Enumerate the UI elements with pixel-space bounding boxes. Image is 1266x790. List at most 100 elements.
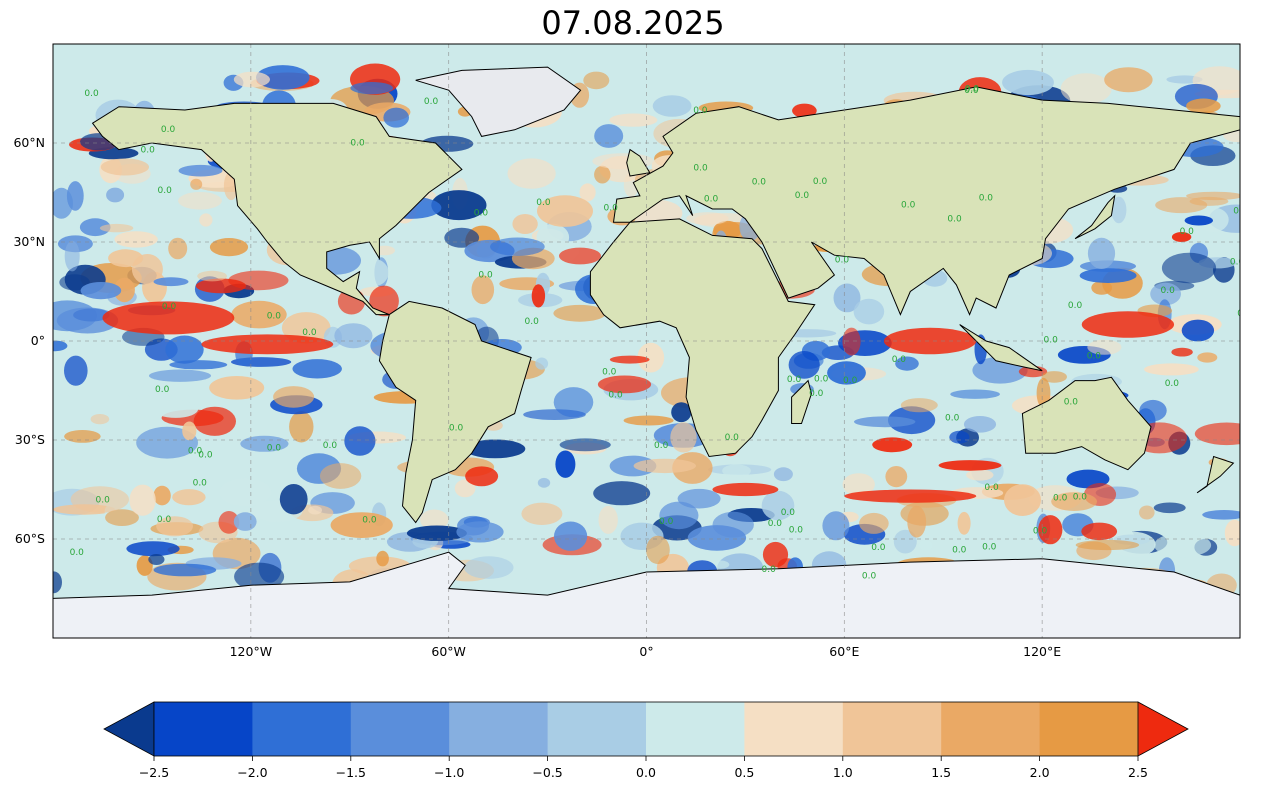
anomaly-blob [949,430,970,444]
colorbar-tick-label: −0.5 [532,765,562,780]
x-tick-label: 120°E [1023,644,1061,659]
anomaly-blob [594,165,611,184]
anomaly-blob [1224,519,1240,547]
anomaly-blob [1197,352,1218,363]
anomaly-blob [1036,377,1051,409]
anomaly-blob [90,414,110,425]
contour-label: 0.0 [768,519,783,529]
anomaly-blob [1186,98,1221,114]
contour-label: 0.0 [862,572,877,582]
anomaly-blob [893,529,917,554]
colorbar-swatch [646,702,745,756]
anomaly-hotspot [201,334,334,355]
contour-label: 0.0 [141,145,156,155]
x-tick-label: 120°W [230,644,272,659]
contour-label: 0.0 [1073,493,1088,503]
anomaly-blob [907,505,927,538]
contour-label: 0.0 [350,139,365,149]
x-tick-label: 60°W [431,644,466,659]
contour-label: 0.0 [843,376,858,386]
colorbar-tick-label: 0.5 [734,765,754,780]
anomaly-blob [722,464,751,478]
anomaly-blob [773,467,793,482]
anomaly-blob [559,247,601,265]
x-axis-ticks: 120°W 60°W 0° 60°E 120°E [230,644,1062,659]
contour-label: 0.0 [693,106,708,116]
contour-label: 0.0 [659,517,674,527]
anomaly-blob [537,477,551,488]
anomaly-blob [383,107,410,128]
anomaly-blob [531,284,546,308]
world-map: 0.0 0.0 0.0 0.0 0.0 0.0 0.0 0.0 0.0 0.0 0.0 0.0 0.0 0… [53,44,1245,638]
contour-label: 0.0 [478,271,493,281]
anomaly-blob [273,386,315,408]
contour-label: 0.0 [161,125,176,135]
anomaly-blob [822,511,850,541]
contour-label: 0.0 [964,86,979,96]
anomaly-blob [350,82,394,95]
colorbar-swatch [1039,702,1139,756]
x-tick-label: 60°E [829,644,859,659]
colorbar-tick-label: −2.5 [139,765,169,780]
map-frame [52,43,1241,639]
land-japan [1074,194,1116,240]
contour-label: 0.0 [267,311,282,321]
anomaly-blob [454,479,476,498]
anomaly-blob [153,485,171,506]
contour-label: 0.0 [952,545,967,555]
contour-label: 0.0 [604,204,619,214]
anomaly-blob [885,466,908,488]
contour-label: 0.0 [984,483,999,493]
anomaly-blob [100,158,149,176]
anomaly-blob [406,525,467,541]
anomaly-blob [553,304,606,322]
anomaly-blob [1081,522,1118,541]
colorbar-tick-label: 2.0 [1030,765,1050,780]
anomaly-blob [209,376,265,400]
contour-label: 0.0 [1064,398,1079,408]
anomaly-blob [1171,347,1193,357]
anomaly-blob [64,355,88,386]
y-tick-label: 60°S [15,531,45,546]
anomaly-blob [56,307,119,334]
anomaly-blob [1004,484,1041,516]
contour-label: 0.0 [814,374,829,384]
anomaly-blob [966,469,994,481]
anomaly-blob [182,421,197,441]
anomaly-blob [859,512,889,534]
anomaly-blob [108,249,144,268]
contour-label: 0.0 [1161,286,1176,296]
anomaly-blob [1111,196,1127,224]
contour-label: 0.0 [1033,526,1048,536]
anomaly-blob [431,190,487,221]
anomaly-blob [359,259,389,287]
colorbar-tick-label: −2.0 [237,765,267,780]
contour-label: 0.0 [1230,257,1245,267]
colorbar-tick-label: 0.0 [636,765,656,780]
anomaly-hotspot [844,489,977,503]
anomaly-blob [872,437,913,453]
anomaly-blob [1181,319,1215,342]
anomaly-blob [376,550,389,567]
anomaly-blob [900,398,938,413]
anomaly-blob [1104,67,1153,93]
anomaly-blob [168,237,188,260]
anomaly-blob [1041,371,1067,383]
anomaly-blob [842,473,875,496]
contour-label: 0.0 [525,317,540,327]
contour-label: 0.0 [302,328,317,338]
land-australia [1021,376,1152,471]
colorbar-tick-label: 1.0 [833,765,853,780]
anomaly-blob [218,511,240,534]
contour-label: 0.0 [193,478,208,488]
anomaly-blob [53,187,73,219]
anomaly-blob [464,439,526,459]
colorbar-swatch [744,702,844,756]
anomaly-blob [827,361,866,385]
anomaly-blob [1194,422,1240,446]
anomaly-blob [53,340,68,352]
contour-label: 0.0 [945,413,960,423]
anomaly-blob [652,95,692,117]
anomaly-blob [330,512,393,538]
anomaly-hotspot [1081,311,1175,338]
